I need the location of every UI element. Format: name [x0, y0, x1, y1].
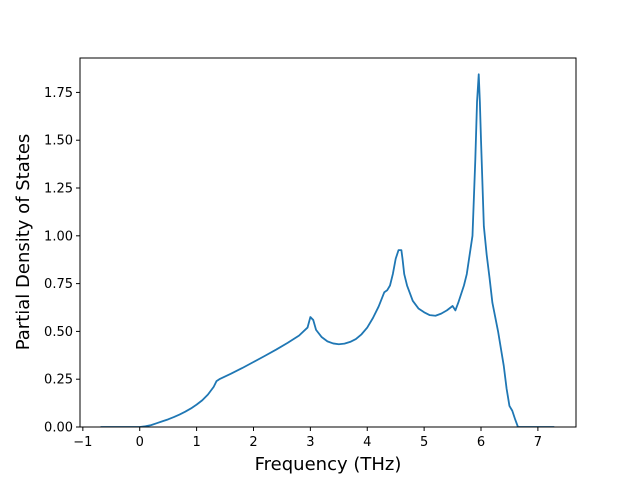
x-tick-label: 2	[249, 435, 257, 450]
x-tick-label: 5	[420, 435, 428, 450]
x-tick-label: 0	[136, 435, 144, 450]
y-axis-ticks: 0.00 0.25 0.50 0.75 1.00 1.25 1.50 1.75	[44, 86, 80, 436]
y-tick-label: 1.00	[44, 229, 73, 244]
y-tick-label: 0.75	[44, 277, 73, 292]
x-tick-label: 3	[306, 435, 314, 450]
y-tick-label: 0.00	[44, 421, 73, 436]
y-tick-label: 1.25	[44, 182, 73, 197]
plot-frame	[79, 57, 577, 428]
y-tick-label: 0.50	[44, 325, 73, 340]
y-tick-label: 0.25	[44, 373, 73, 388]
series-line-1	[100, 73, 555, 427]
x-axis-ticks: −1 0 1 2 3 4 5 6 7	[73, 427, 542, 450]
plot-area	[79, 57, 577, 428]
x-tick-label: 1	[192, 435, 200, 450]
x-tick-label: 4	[363, 435, 371, 450]
x-axis-label: Frequency (THz)	[255, 454, 402, 475]
y-tick-label: 1.50	[44, 134, 73, 149]
x-tick-label: 7	[534, 435, 542, 450]
y-axis-label: Partial Density of States	[13, 134, 34, 351]
y-tick-label: 1.75	[44, 86, 73, 101]
x-tick-label: 6	[477, 435, 485, 450]
x-tick-label: −1	[73, 435, 92, 450]
